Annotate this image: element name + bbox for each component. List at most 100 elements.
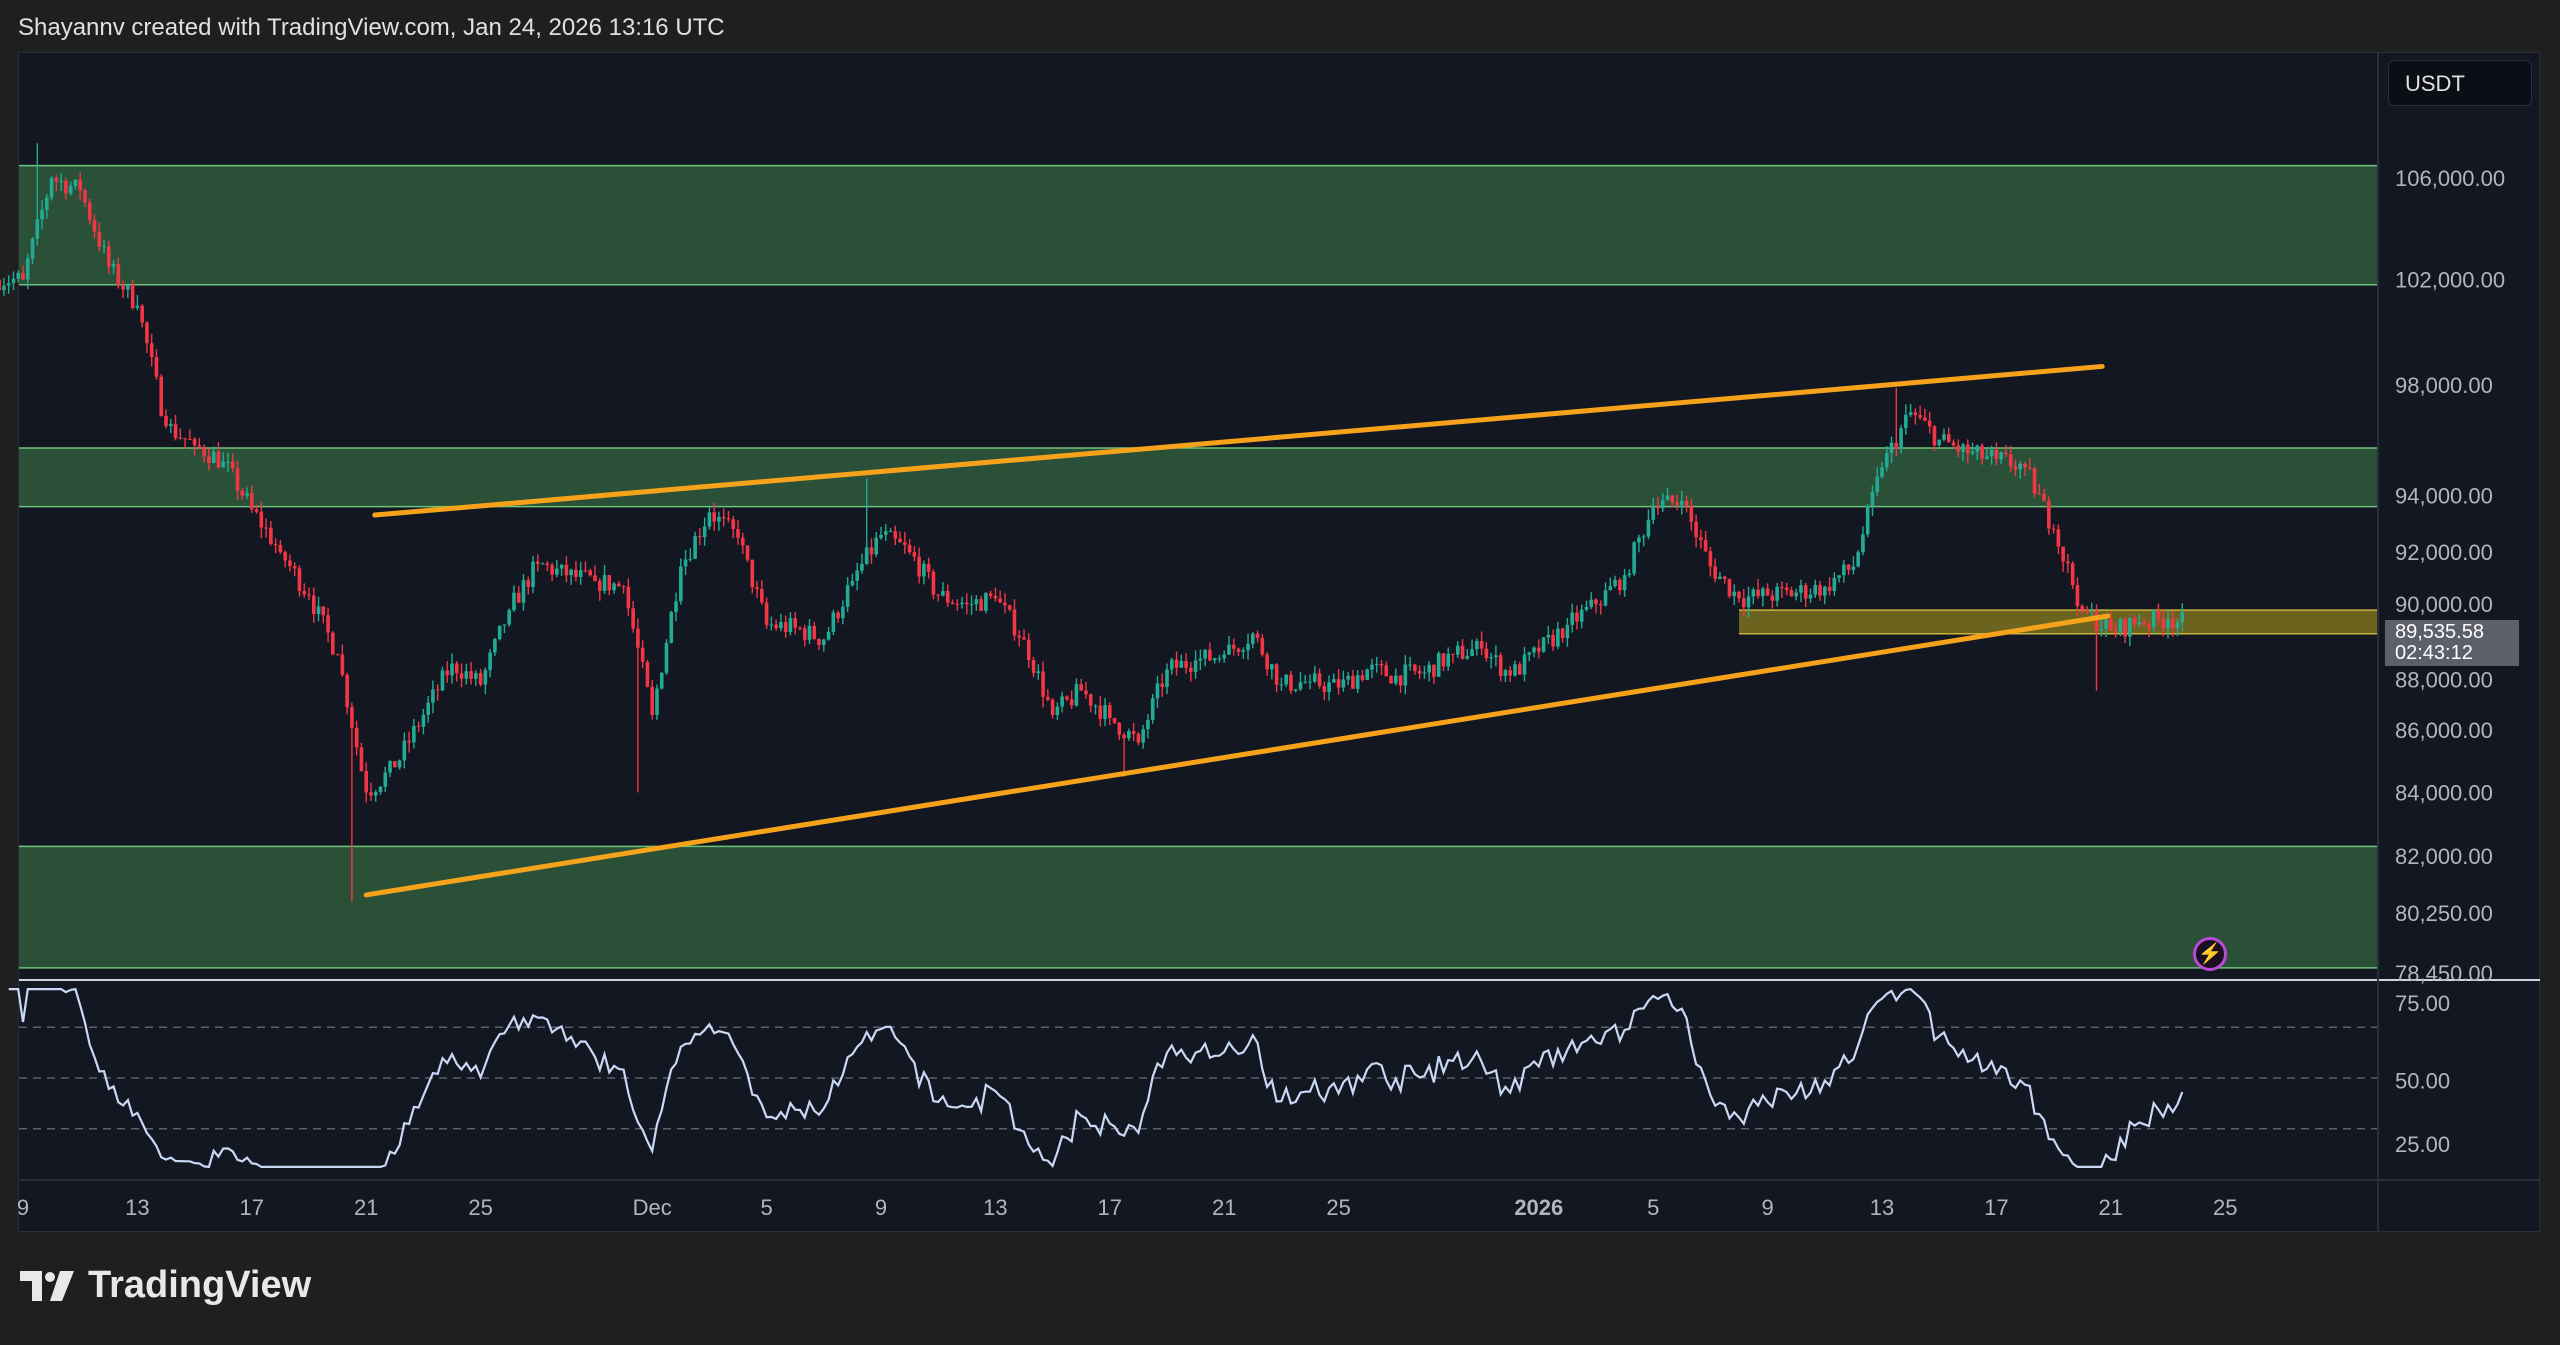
candle-body: [78, 179, 82, 191]
candle-body: [2027, 467, 2032, 469]
candle-body: [1241, 650, 1246, 652]
candle-body: [903, 542, 907, 545]
candle-body: [64, 180, 68, 194]
candle-body: [264, 527, 268, 529]
candle-body: [955, 603, 960, 605]
candle-body: [1851, 566, 1856, 570]
time-tick-label: 25: [2213, 1195, 2237, 1220]
candle-body: [273, 544, 278, 546]
candle-body: [254, 509, 259, 512]
candle-body: [1117, 722, 1122, 735]
candle-body: [1446, 653, 1451, 667]
candle-body: [1956, 445, 1961, 452]
candle-body: [559, 564, 564, 569]
price-tick-label: 88,000.00: [2395, 667, 2493, 692]
time-tick-label: 13: [983, 1195, 1007, 1220]
candle-body: [731, 519, 736, 530]
candle-body: [11, 278, 16, 284]
candle-body: [588, 570, 593, 576]
candle-body: [1217, 658, 1222, 660]
candle-body: [1842, 564, 1846, 576]
candle-body: [2004, 452, 2008, 455]
candle-body: [1289, 674, 1293, 691]
candle-body: [655, 688, 659, 715]
candle-body: [259, 511, 264, 528]
candle-body: [164, 415, 168, 426]
candle-body: [850, 580, 855, 586]
candle-body: [1122, 734, 1126, 739]
candle-body: [745, 545, 750, 560]
candle-body: [2089, 610, 2094, 612]
candle-body: [1136, 733, 1141, 743]
time-tick-label: 5: [1647, 1195, 1659, 1220]
candle-body: [712, 512, 716, 522]
candle-body: [35, 219, 40, 239]
candle-body: [1150, 698, 1155, 720]
candle-body: [331, 632, 335, 655]
candle-body: [1303, 681, 1308, 683]
candle-body: [984, 593, 988, 611]
candle-body: [188, 439, 192, 441]
candle-body: [464, 671, 469, 679]
candle-body: [1475, 640, 1479, 650]
candle-body: [1274, 664, 1279, 685]
candle-body: [1923, 417, 1927, 421]
candle-body: [507, 610, 511, 625]
candle-body: [478, 673, 483, 685]
candle-body: [1127, 731, 1131, 739]
candle-body: [297, 568, 302, 591]
resistance-band: [19, 447, 2378, 507]
candle-body: [926, 563, 931, 572]
candle-body: [755, 587, 759, 590]
price-tick-label: 80,250.00: [2395, 901, 2493, 926]
candle-body: [1946, 434, 1951, 443]
candle-body: [1737, 591, 1741, 599]
candle-body: [774, 624, 778, 629]
candle-body: [726, 518, 731, 520]
time-tick-label: 21: [354, 1195, 378, 1220]
candle-body: [1527, 652, 1532, 655]
candle-body: [1985, 456, 1989, 459]
candle-body: [2151, 610, 2156, 628]
candle-body: [1966, 444, 1970, 454]
candle-body: [416, 725, 421, 727]
candle-body: [497, 625, 502, 640]
candle-body: [1079, 684, 1083, 691]
time-tick-label: 9: [875, 1195, 887, 1220]
candle-body: [469, 671, 473, 679]
logo-text: TradingView: [88, 1264, 312, 1306]
candle-body: [788, 618, 793, 633]
candle-body: [1579, 609, 1584, 622]
tradingview-logo[interactable]: TradingView: [20, 1264, 311, 1307]
candle-body: [617, 583, 621, 587]
currency-button[interactable]: USDT: [2388, 60, 2532, 106]
candle-body: [111, 263, 116, 267]
candle-body: [1455, 645, 1460, 655]
candle-body: [717, 516, 721, 522]
supply-zone: [19, 165, 2378, 285]
candle-body: [1942, 434, 1946, 440]
candle-body: [1212, 658, 1217, 661]
candle-body: [1703, 540, 1708, 552]
candle-body: [1961, 444, 1965, 452]
candle-body: [521, 580, 526, 603]
candle-body: [2066, 561, 2070, 564]
candle-body: [1713, 566, 1717, 579]
candle-body: [354, 727, 359, 748]
candle-body: [2099, 629, 2104, 631]
price-tick-label: 102,000.00: [2395, 268, 2505, 293]
time-tick-label: 17: [1984, 1195, 2008, 1220]
candle-body: [1489, 657, 1493, 659]
price-tick-label: 92,000.00: [2395, 540, 2493, 565]
price-tick-label: 94,000.00: [2395, 483, 2493, 508]
candle-body: [593, 575, 597, 581]
lightning-icon[interactable]: ⚡: [2193, 937, 2227, 971]
candle-body: [602, 575, 607, 591]
candle-body: [1560, 628, 1565, 639]
candle-body: [1927, 420, 1932, 427]
candle-body: [149, 343, 154, 358]
candle-body: [1832, 577, 1837, 591]
candle-body: [1046, 696, 1050, 700]
candle-body: [1432, 664, 1436, 677]
